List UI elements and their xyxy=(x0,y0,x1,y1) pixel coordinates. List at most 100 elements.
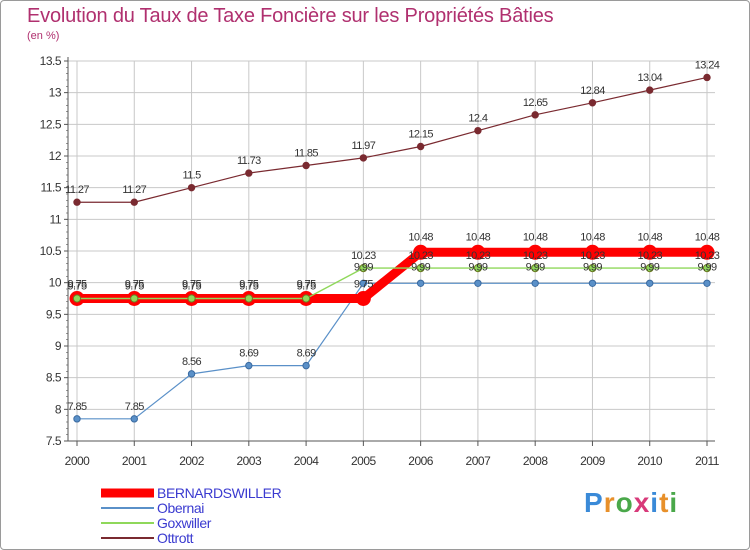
data-point-goxwiller xyxy=(416,264,425,273)
brand-letter: i xyxy=(650,487,660,518)
data-point-goxwiller xyxy=(130,294,139,303)
data-label-bernardswiller: 10.48 xyxy=(466,231,491,243)
data-label-bernardswiller: 10.48 xyxy=(695,231,720,243)
data-point-bernardswiller xyxy=(355,291,371,306)
x-tick-label: 2002 xyxy=(179,454,205,468)
brand-letter: x xyxy=(633,487,651,518)
data-point-goxwiller xyxy=(588,264,597,273)
y-tick-label: 10 xyxy=(49,276,62,290)
data-label-ottrott: 11.73 xyxy=(237,155,261,167)
data-point-obernai xyxy=(130,415,138,423)
series-bernardswiller xyxy=(69,244,715,306)
data-label-goxwiller: 10.23 xyxy=(637,250,662,262)
data-label-obernai: 8.56 xyxy=(182,356,201,368)
data-point-goxwiller xyxy=(359,264,368,273)
series-line-ottrott xyxy=(76,76,708,203)
data-point-bernardswiller xyxy=(413,244,429,260)
series-lines xyxy=(69,73,715,423)
data-point-obernai xyxy=(359,279,368,287)
series-line-bernardswiller xyxy=(72,247,712,303)
x-tick-label: 2003 xyxy=(236,454,262,468)
data-label-ottrott: 11.27 xyxy=(122,184,146,196)
series-line-obernai xyxy=(76,282,708,420)
y-tick-label: 11 xyxy=(50,212,62,226)
data-label-ottrott: 13.04 xyxy=(637,72,662,84)
data-label-goxwiller: 9.75 xyxy=(125,281,144,293)
brand-letter: r xyxy=(603,487,616,518)
data-point-ottrott xyxy=(130,198,138,206)
x-tick-label: 2010 xyxy=(637,454,663,468)
brand-letter: o xyxy=(615,487,634,518)
legend-item-goxwiller: Goxwiller xyxy=(101,515,212,531)
data-label-goxwiller: 10.23 xyxy=(408,250,433,262)
data-point-ottrott xyxy=(73,198,81,206)
data-label-ottrott: 12.65 xyxy=(523,97,548,109)
data-point-goxwiller xyxy=(301,294,311,303)
data-label-goxwiller: 9.75 xyxy=(297,281,316,293)
data-point-goxwiller xyxy=(702,264,712,273)
data-label-goxwiller: 9.75 xyxy=(239,281,258,293)
legend-label-goxwiller: Goxwiller xyxy=(157,515,212,531)
legend-item-obernai: Obernai xyxy=(101,500,205,516)
data-label-goxwiller: 10.23 xyxy=(523,250,548,262)
data-label-goxwiller: 9.75 xyxy=(182,281,201,293)
data-point-obernai xyxy=(187,370,196,378)
data-label-obernai: 8.69 xyxy=(297,348,316,360)
data-label-obernai: 7.85 xyxy=(125,401,144,413)
data-point-ottrott xyxy=(187,183,196,192)
data-point-obernai xyxy=(416,279,425,287)
data-point-goxwiller xyxy=(531,264,540,273)
data-label-bernardswiller: 10.48 xyxy=(408,231,433,243)
data-label-goxwiller: 9.75 xyxy=(67,281,86,293)
data-point-obernai xyxy=(588,279,597,287)
series-obernai xyxy=(73,279,711,423)
data-point-obernai xyxy=(646,279,654,287)
data-label-goxwiller: 10.23 xyxy=(351,250,376,262)
data-label-bernardswiller: 9.75 xyxy=(182,279,201,291)
data-label-obernai: 9.99 xyxy=(468,261,487,273)
data-label-bernardswiller: 9.75 xyxy=(354,279,373,291)
legend-item-bernardswiller: BERNARDSWILLER xyxy=(101,485,282,501)
legend-label-obernai: Obernai xyxy=(157,500,204,516)
y-tick-label: 8 xyxy=(55,402,62,416)
data-label-ottrott: 12.15 xyxy=(408,129,433,141)
data-label-bernardswiller: 9.75 xyxy=(67,279,86,291)
data-point-goxwiller xyxy=(645,264,654,273)
y-tick-label: 13.5 xyxy=(40,54,62,68)
data-point-obernai xyxy=(531,279,539,287)
data-point-ottrott xyxy=(588,99,597,107)
axes: 7.5 8 8.5 9 9.5 10 10.5 11 11.5 12 12.5 13 13.5 2000 2… xyxy=(40,54,721,468)
data-point-bernardswiller xyxy=(470,244,486,260)
data-label-bernardswiller: 9.75 xyxy=(297,279,316,291)
x-tick-label: 2009 xyxy=(580,454,606,468)
y-tick-label: 7.5 xyxy=(46,434,62,448)
data-label-obernai: 9.99 xyxy=(583,261,602,273)
data-label-goxwiller: 10.23 xyxy=(695,250,720,262)
y-tick-label: 10.5 xyxy=(40,244,62,258)
data-point-ottrott xyxy=(302,161,310,170)
y-tick-label: 12.5 xyxy=(40,117,62,131)
y-tick-label: 12 xyxy=(49,149,62,163)
data-label-ottrott: 12.4 xyxy=(468,113,487,125)
chart-title: Evolution du Taux de Taxe Foncière sur l… xyxy=(27,5,554,27)
data-point-bernardswiller xyxy=(699,244,715,260)
x-tick-label: 2011 xyxy=(695,454,720,468)
data-label-ottrott: 13.24 xyxy=(695,59,720,71)
data-point-ottrott xyxy=(531,111,539,119)
y-tick-label: 9.5 xyxy=(46,307,62,321)
data-label-bernardswiller: 9.75 xyxy=(125,279,144,291)
x-tick-label: 2000 xyxy=(65,454,91,468)
data-point-ottrott xyxy=(359,154,368,162)
series-line-goxwiller xyxy=(76,267,708,300)
x-tick-label: 2007 xyxy=(466,454,492,468)
x-tick-label: 2005 xyxy=(351,454,377,468)
data-label-ottrott: 12.84 xyxy=(580,85,605,97)
data-point-obernai xyxy=(73,415,81,423)
y-tick-label: 8.5 xyxy=(46,371,62,385)
data-label-ottrott: 11.85 xyxy=(294,148,318,160)
data-point-obernai xyxy=(302,361,310,370)
data-label-bernardswiller: 10.48 xyxy=(637,231,662,243)
